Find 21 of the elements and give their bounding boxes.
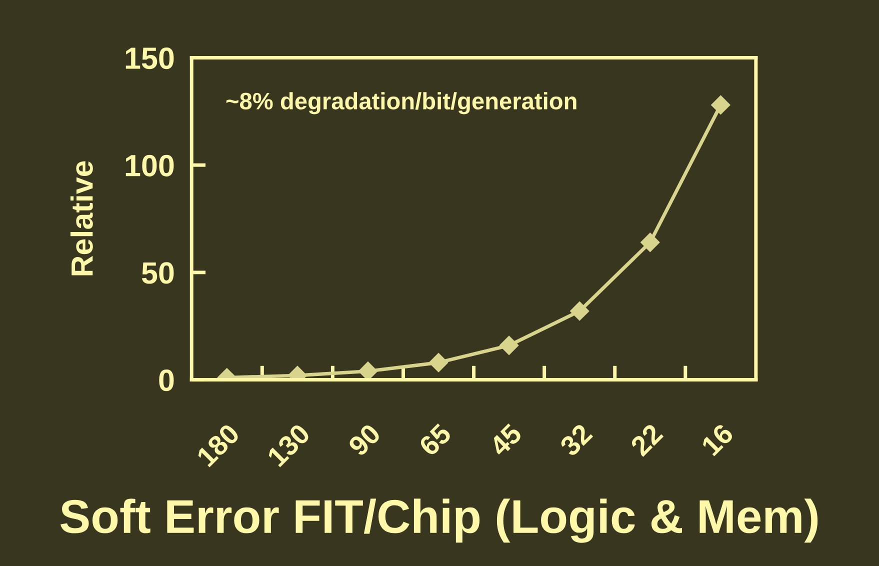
x-axis-title: Soft Error FIT/Chip (Logic & Mem)	[60, 498, 818, 543]
x-tick-label: 180	[196, 422, 241, 468]
point	[570, 302, 590, 321]
x-tick-label: 45	[488, 422, 523, 458]
point	[640, 232, 660, 252]
x-tick-label: 130	[266, 422, 312, 468]
x-tick-label: 90	[347, 422, 382, 458]
y-tick-label: 50	[142, 262, 174, 284]
point	[358, 362, 378, 380]
y-tick-label: 100	[126, 154, 174, 176]
point	[428, 353, 448, 372]
point	[711, 95, 730, 114]
point	[500, 336, 519, 355]
y-tick-label: 0	[159, 370, 174, 392]
y-axis-title: Relative	[70, 161, 93, 276]
annotation: ~8% degradation/bit/generation	[226, 92, 576, 114]
x-tick-label: 16	[700, 422, 734, 456]
x-tick-label: 65	[418, 422, 452, 458]
y-tick-label: 150	[126, 47, 174, 70]
x-tick-label: 32	[558, 422, 594, 458]
x-tick-label: 22	[629, 422, 664, 457]
